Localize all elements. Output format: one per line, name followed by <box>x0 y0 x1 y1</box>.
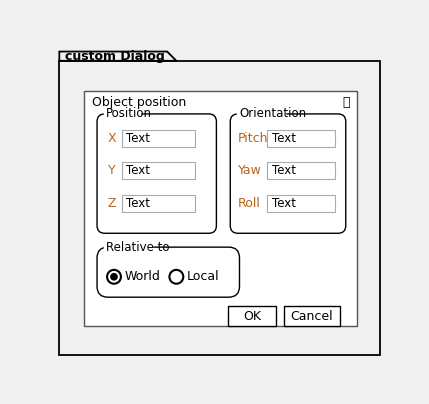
Text: Y: Y <box>108 164 115 177</box>
Text: Position: Position <box>106 107 152 120</box>
Text: Local: Local <box>187 270 220 283</box>
Text: Relative to: Relative to <box>106 241 170 254</box>
Text: Text: Text <box>126 164 150 177</box>
Text: custom Dialog: custom Dialog <box>66 50 165 63</box>
Text: Text: Text <box>272 132 296 145</box>
Circle shape <box>169 270 183 284</box>
Circle shape <box>110 273 118 281</box>
Circle shape <box>107 270 121 284</box>
Polygon shape <box>59 52 176 61</box>
Bar <box>84 91 357 326</box>
Bar <box>122 195 195 212</box>
Text: ⎘: ⎘ <box>343 96 350 109</box>
Bar <box>267 130 335 147</box>
Text: Cancel: Cancel <box>290 310 333 323</box>
Bar <box>228 306 276 326</box>
Text: Text: Text <box>272 197 296 210</box>
Text: Text: Text <box>126 197 150 210</box>
Bar <box>122 162 195 179</box>
Bar <box>267 195 335 212</box>
FancyBboxPatch shape <box>230 114 346 233</box>
Bar <box>122 130 195 147</box>
Text: X: X <box>108 132 116 145</box>
Text: OK: OK <box>243 310 261 323</box>
FancyBboxPatch shape <box>97 247 239 297</box>
Text: Roll: Roll <box>238 197 261 210</box>
FancyBboxPatch shape <box>97 114 216 233</box>
Bar <box>267 162 335 179</box>
Text: Z: Z <box>108 197 116 210</box>
Text: Text: Text <box>126 132 150 145</box>
Bar <box>284 306 340 326</box>
Text: Text: Text <box>272 164 296 177</box>
Text: Pitch: Pitch <box>238 132 269 145</box>
Text: Object position: Object position <box>92 96 186 109</box>
Text: Yaw: Yaw <box>238 164 262 177</box>
Text: World: World <box>125 270 160 283</box>
Text: Orientation: Orientation <box>239 107 307 120</box>
